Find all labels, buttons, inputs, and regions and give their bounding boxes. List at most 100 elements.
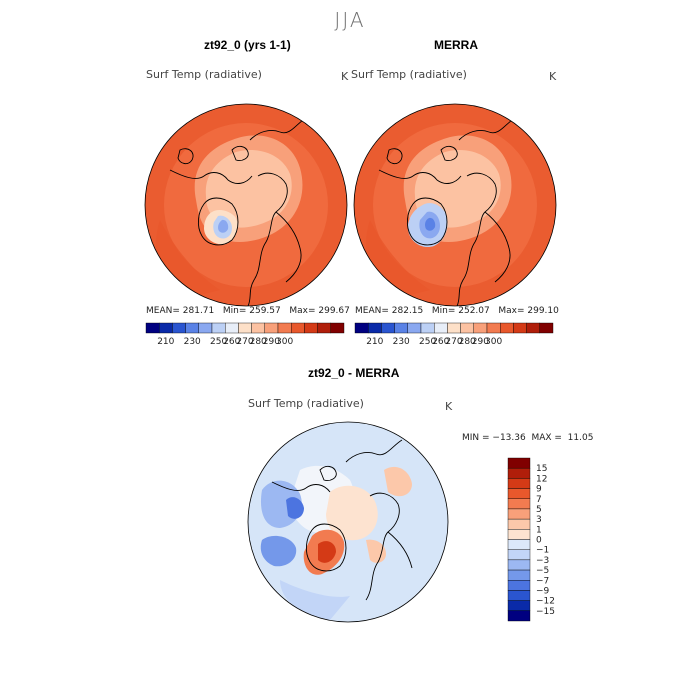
diff-colorbar-swatch	[507, 518, 531, 530]
diff-colorbar-tick-label: 3	[536, 515, 542, 525]
season-title: JJA	[334, 8, 366, 32]
right-map-border	[353, 103, 557, 307]
left-colorbar-tick-label: 260	[223, 337, 240, 347]
left-map-coastlines	[169, 117, 307, 306]
diff-map-greenland-hot	[318, 541, 336, 563]
right-colorbar-swatch	[500, 322, 514, 334]
right-colorbar-swatch	[394, 322, 409, 334]
left-colorbar-swatch	[158, 322, 173, 334]
diff-colorbar-swatch	[507, 478, 531, 489]
right-colorbar-swatch	[526, 322, 540, 334]
left-max-value: 299.67	[318, 306, 350, 316]
left-colorbar-swatch	[251, 322, 266, 334]
right-colorbar-swatch	[539, 322, 554, 334]
diff-colorbar-swatch	[507, 467, 531, 479]
right-colorbar-swatch	[381, 322, 395, 334]
right-colorbar-tick-label: 250	[419, 337, 436, 347]
right-colorbar-tick-label: 230	[393, 337, 410, 347]
right-max-label: Max=	[498, 306, 525, 316]
diff-map-coastlines	[271, 439, 413, 601]
diff-colorbar-swatch	[507, 488, 531, 499]
right-colorbar-swatch	[407, 322, 422, 334]
left-map-arctic-ocean	[205, 150, 292, 228]
right-mean-value: 282.15	[391, 306, 424, 316]
right-units-label: K	[549, 70, 557, 83]
left-colorbar-swatch	[198, 322, 213, 334]
right-colorbar-swatch	[513, 322, 527, 334]
diff-colorbar-tick-label: 15	[536, 464, 547, 474]
right-colorbar-swatch	[460, 322, 475, 334]
diff-map-warm-patch	[366, 539, 386, 563]
left-mean-label: MEAN=	[146, 306, 180, 316]
diff-minmax: MIN = −13.36 MAX = 11.05	[462, 433, 594, 443]
left-map-border	[144, 103, 348, 307]
left-colorbar-swatch	[172, 322, 186, 334]
right-polar-map	[353, 103, 557, 307]
left-colorbar-swatch	[277, 322, 292, 334]
right-colorbar-tick-label: 300	[485, 337, 502, 347]
left-colorbar-swatch	[238, 322, 252, 334]
right-map-coastlines	[378, 117, 516, 306]
diff-panel-title: zt92_0 - MERRA	[308, 366, 400, 380]
left-min-value: 259.57	[249, 306, 281, 316]
left-colorbar-swatch	[211, 322, 226, 334]
right-colorbar-tick-label: 260	[432, 337, 449, 347]
right-colorbar-swatch	[420, 322, 435, 334]
diff-colorbar-tick-label: 0	[536, 536, 542, 546]
right-colorbar-swatch	[368, 322, 382, 334]
diff-polar-map	[247, 421, 449, 623]
diff-map-coldest-region	[286, 497, 304, 519]
diff-map-warm-patch-2	[384, 466, 412, 497]
diff-colorbar-tick-label: 9	[536, 485, 542, 495]
left-stats: MEAN= 281.71 Min= 259.57 Max= 299.67	[146, 306, 350, 316]
diff-map-cool-band	[280, 580, 350, 620]
left-colorbar-swatch	[264, 322, 279, 334]
right-colorbar-tick-label: 290	[472, 337, 489, 347]
diff-map-cold-region-2	[260, 535, 297, 567]
diff-colorbar-swatch	[507, 529, 531, 540]
diff-colorbar-swatch	[507, 610, 531, 622]
diff-colorbar-swatch	[507, 508, 531, 520]
right-map-greenland-coldest	[425, 217, 436, 231]
right-colorbar-swatch	[434, 322, 448, 334]
right-panel-title: MERRA	[434, 38, 478, 52]
right-mean-label: MEAN=	[355, 306, 389, 316]
left-max-label: Max=	[289, 306, 316, 316]
left-colorbar-swatch	[291, 322, 305, 334]
diff-colorbar-swatch	[507, 580, 531, 591]
diff-colorbar-tick-label: −7	[536, 576, 549, 586]
diff-colorbar-tick-label: −15	[536, 607, 555, 617]
right-min-label: Min=	[431, 306, 456, 316]
diff-map-border	[247, 421, 449, 623]
left-colorbar-tick-label: 300	[276, 337, 293, 347]
diff-colorbar-tick-label: 5	[536, 505, 542, 515]
left-mean-value: 281.71	[182, 306, 215, 316]
diff-colorbar-swatch	[507, 569, 531, 581]
left-colorbar-tick-label: 210	[157, 337, 174, 347]
diff-colorbar-tick-label: 1	[536, 525, 542, 535]
right-min-value: 252.07	[458, 306, 490, 316]
diff-colorbar-tick-label: −3	[536, 556, 549, 566]
left-colorbar-tick-label: 230	[184, 337, 201, 347]
left-colorbar-swatch	[317, 322, 332, 334]
left-colorbar-tick-label: 270	[236, 337, 253, 347]
diff-variable-label: Surf Temp (radiative)	[248, 397, 364, 410]
left-polar-map	[144, 103, 348, 307]
diff-colorbar-tick-label: −1	[536, 546, 549, 556]
left-variable-label: Surf Temp (radiative)	[146, 68, 262, 81]
diff-colorbar-swatch	[507, 539, 531, 550]
diff-colorbar-tick-label: 7	[536, 495, 542, 505]
right-colorbar-swatch	[447, 322, 461, 334]
left-colorbar-swatch	[330, 322, 345, 334]
diff-colorbar-tick-label: 12	[536, 474, 547, 484]
left-colorbar-tick-label: 280	[250, 337, 267, 347]
left-colorbar-swatch	[304, 322, 318, 334]
left-colorbar-tick-label: 290	[263, 337, 280, 347]
right-variable-label: Surf Temp (radiative)	[351, 68, 467, 81]
diff-colorbar-tick-label: −5	[536, 566, 549, 576]
diff-units-label: K	[445, 400, 453, 413]
diff-colorbar-swatch	[507, 498, 531, 510]
